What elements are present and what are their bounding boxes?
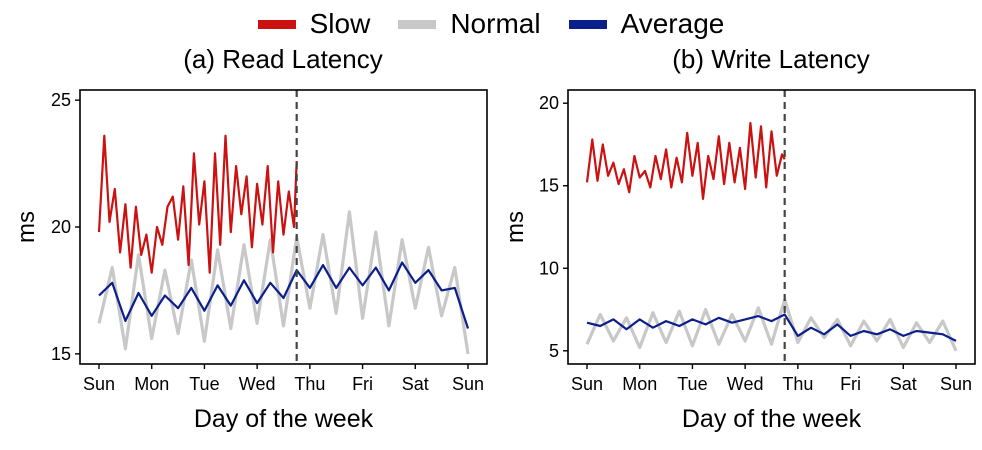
legend-swatch-average bbox=[568, 19, 607, 29]
write-chart-title: (b) Write Latency bbox=[672, 44, 869, 74]
legend-label-average: Average bbox=[620, 8, 725, 39]
legend: Slow Normal Average bbox=[0, 4, 982, 44]
write-xtick-label-6: Sat bbox=[890, 374, 917, 394]
read-ytick-label-0: 15 bbox=[51, 344, 71, 364]
write-x-axis-label: Day of the week bbox=[682, 405, 862, 433]
write-ytick-label-1: 10 bbox=[539, 258, 559, 278]
legend-label-normal: Normal bbox=[450, 8, 541, 39]
write-xtick-label-4: Thu bbox=[782, 374, 813, 394]
read-xtick-label-6: Sat bbox=[402, 374, 429, 394]
read-xtick-label-2: Tue bbox=[189, 374, 219, 394]
write-xtick-label-0: Sun bbox=[571, 374, 603, 394]
read-xtick-label-3: Wed bbox=[239, 374, 276, 394]
read-xtick-label-7: Sun bbox=[452, 374, 484, 394]
write-ytick-label-0: 5 bbox=[549, 341, 559, 361]
write-series-average-line bbox=[586, 313, 957, 342]
write-series-slow-line bbox=[585, 121, 786, 200]
read-series-average-line bbox=[98, 261, 470, 329]
write-xtick-label-1: Mon bbox=[622, 374, 657, 394]
read-series-normal-line bbox=[97, 210, 470, 355]
read-ytick-label-1: 20 bbox=[51, 217, 71, 237]
legend-item-average: Average bbox=[568, 8, 725, 40]
write-ytick-label-3: 20 bbox=[539, 93, 559, 113]
write-series-normal-line bbox=[585, 298, 958, 352]
legend-swatch-slow bbox=[257, 19, 296, 29]
write-y-axis-label: ms bbox=[502, 211, 529, 243]
read-series-slow-line bbox=[97, 134, 298, 274]
write-xtick-label-2: Tue bbox=[677, 374, 707, 394]
write-xtick-label-7: Sun bbox=[940, 374, 972, 394]
read-x-axis-label: Day of the week bbox=[194, 405, 374, 433]
write-xtick-label-5: Fri bbox=[840, 374, 861, 394]
write-xtick-label-3: Wed bbox=[727, 374, 764, 394]
read-xtick-label-1: Mon bbox=[134, 374, 169, 394]
legend-item-slow: Slow bbox=[257, 8, 371, 40]
read-xtick-label-5: Fri bbox=[352, 374, 373, 394]
read-chart-title: (a) Read Latency bbox=[183, 44, 382, 74]
legend-label-slow: Slow bbox=[309, 8, 371, 39]
read-xtick-label-4: Thu bbox=[294, 374, 325, 394]
read-xtick-label-0: Sun bbox=[83, 374, 115, 394]
legend-item-normal: Normal bbox=[398, 8, 541, 40]
read-y-axis-label: ms bbox=[13, 211, 40, 243]
legend-swatch-normal bbox=[398, 19, 437, 29]
read-ytick-label-2: 25 bbox=[51, 90, 71, 110]
write-plot-frame bbox=[567, 89, 976, 365]
write-ytick-label-2: 15 bbox=[539, 176, 559, 196]
